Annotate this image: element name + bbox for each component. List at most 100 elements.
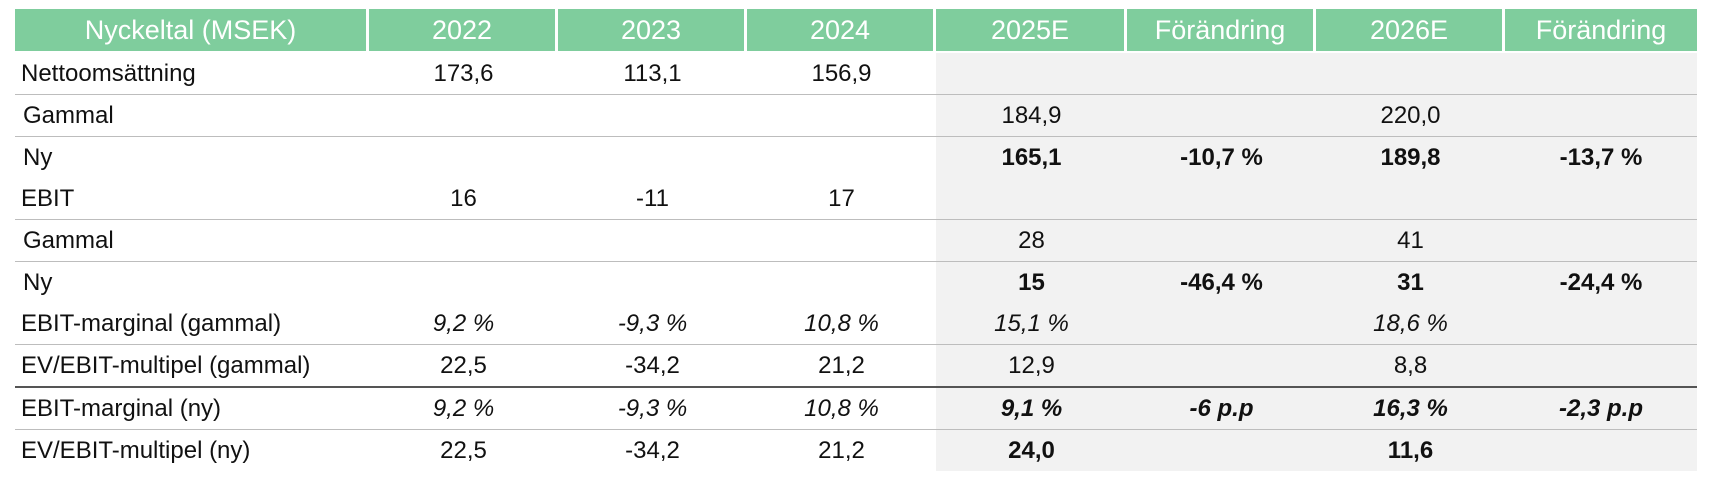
table-row: Nettoomsättning 173,6 113,1 156,9 — [15, 53, 1697, 95]
table-row: Gammal 28 41 — [15, 220, 1697, 262]
table-cell: 16,3 % — [1316, 388, 1505, 430]
table-cell — [1505, 220, 1697, 262]
table-cell: 113,1 — [558, 53, 747, 95]
table-cell: 21,2 — [747, 345, 936, 388]
header-2026e: 2026E — [1316, 9, 1505, 53]
table-cell: 21,2 — [818, 436, 865, 464]
table-cell: 220,0 — [1316, 95, 1505, 137]
table-cell — [747, 262, 936, 303]
table-cell: 16 — [369, 178, 558, 220]
table-cell: 165,1 — [936, 137, 1127, 178]
row-label: Nettoomsättning — [15, 53, 369, 95]
header-2025e: 2025E — [936, 9, 1127, 53]
table-cell — [369, 262, 558, 303]
table-cell — [558, 220, 747, 262]
table-cell: 9,1 % — [936, 388, 1127, 430]
table-cell — [747, 137, 936, 178]
table-cell — [1316, 53, 1505, 95]
table-row: Gammal 184,9 220,0 — [15, 95, 1697, 137]
row-label: EBIT-marginal (gammal) — [15, 303, 369, 345]
table-row: EBIT-marginal (ny) 9,2 % -9,3 % 10,8 % 9… — [15, 388, 1697, 430]
table-cell: -34,2 — [558, 345, 747, 388]
table-cell — [1127, 220, 1316, 262]
row-label: EBIT-marginal (ny) — [15, 388, 369, 430]
table-cell: -11 — [558, 178, 747, 220]
table-cell: 9,2 % — [369, 303, 558, 345]
row-label: EV/EBIT-multipel (ny) — [21, 436, 251, 464]
table-cell — [1127, 95, 1316, 137]
table-cell — [558, 137, 747, 178]
row-label: EV/EBIT-multipel (gammal) — [15, 345, 369, 388]
table-cell — [558, 262, 747, 303]
table-cell — [936, 178, 1127, 220]
table-cell: 22,5 — [440, 436, 487, 464]
table-cell: 24,0 — [936, 430, 1127, 471]
table-cell: -34,2 — [625, 436, 680, 464]
table-cell: 9,2 % — [369, 388, 558, 430]
table-cell: -9,3 % — [558, 303, 747, 345]
table-cell — [369, 137, 558, 178]
table-cell: -13,7 % — [1505, 137, 1697, 178]
header-change-2025: Förändring — [1127, 9, 1316, 53]
table-cell: 28 — [936, 220, 1127, 262]
table-cell: 8,8 — [1316, 345, 1505, 388]
row-label: Gammal — [15, 95, 369, 137]
table-cell: 173,6 — [369, 53, 558, 95]
table-cell — [558, 95, 747, 137]
table-cell: -6 p.p — [1127, 388, 1316, 430]
table-cell — [1505, 178, 1697, 220]
row-label: Ny — [23, 143, 53, 171]
table-cell: 17 — [747, 178, 936, 220]
table-cell: 15 — [936, 262, 1127, 303]
table-cell: 22,5 — [369, 345, 558, 388]
table-cell — [1127, 430, 1316, 471]
table-cell — [1127, 303, 1316, 345]
table-cell: -24,4 % — [1505, 262, 1697, 303]
table-cell: 41 — [1316, 220, 1505, 262]
row-label: EBIT — [15, 178, 369, 220]
table-cell: 11,6 — [1316, 430, 1505, 471]
table-cell: 10,8 % — [747, 388, 936, 430]
table-cell — [1505, 430, 1697, 471]
table-cell — [1505, 303, 1697, 345]
table-cell: 156,9 — [747, 53, 936, 95]
table-cell: -9,3 % — [558, 388, 747, 430]
table-cell: -10,7 % — [1127, 137, 1316, 178]
financial-table: Nyckeltal (MSEK) 2022 2023 2024 2025E Fö… — [15, 9, 1697, 471]
table-row: EBIT-marginal (gammal) 9,2 % -9,3 % 10,8… — [15, 303, 1697, 345]
header-2024: 2024 — [747, 9, 936, 53]
table-cell — [936, 53, 1127, 95]
header-change-2026: Förändring — [1505, 9, 1697, 53]
table-cell: 184,9 — [936, 95, 1127, 137]
header-2023: 2023 — [558, 9, 747, 53]
table-cell — [1316, 178, 1505, 220]
table-cell: -46,4 % — [1127, 262, 1316, 303]
table-cell: 18,6 % — [1316, 303, 1505, 345]
table-cell: 15,1 % — [936, 303, 1127, 345]
header-row: Nyckeltal (MSEK) 2022 2023 2024 2025E Fö… — [15, 9, 1697, 53]
table-cell — [1505, 95, 1697, 137]
table-cell: -2,3 p.p — [1505, 388, 1697, 430]
row-label: Gammal — [15, 220, 369, 262]
table-row: EV/EBIT-multipel (ny) 22,5 -34,2 21,2 24… — [15, 430, 1697, 471]
table-cell — [369, 95, 558, 137]
header-2022: 2022 — [369, 9, 558, 53]
table-cell — [1127, 53, 1316, 95]
table-cell — [1127, 178, 1316, 220]
table-cell: 12,9 — [936, 345, 1127, 388]
table-cell — [747, 220, 936, 262]
table-cell — [747, 95, 936, 137]
table-cell — [1127, 345, 1316, 388]
table-row: EV/EBIT-multipel (gammal) 22,5 -34,2 21,… — [15, 345, 1697, 388]
table-cell: 31 — [1316, 262, 1505, 303]
table-row: EBIT 16 -11 17 — [15, 178, 1697, 220]
table-cell — [1505, 345, 1697, 388]
row-label: Ny — [23, 268, 53, 296]
table-row: Ny 15 -46,4 % 31 -24,4 % — [15, 262, 1697, 303]
header-metric: Nyckeltal (MSEK) — [15, 9, 369, 53]
table-cell: 10,8 % — [747, 303, 936, 345]
table-cell — [369, 220, 558, 262]
table-row: Ny 165,1 -10,7 % 189,8 -13,7 % — [15, 137, 1697, 178]
table-cell: 189,8 — [1316, 137, 1505, 178]
table-cell — [1505, 53, 1697, 95]
